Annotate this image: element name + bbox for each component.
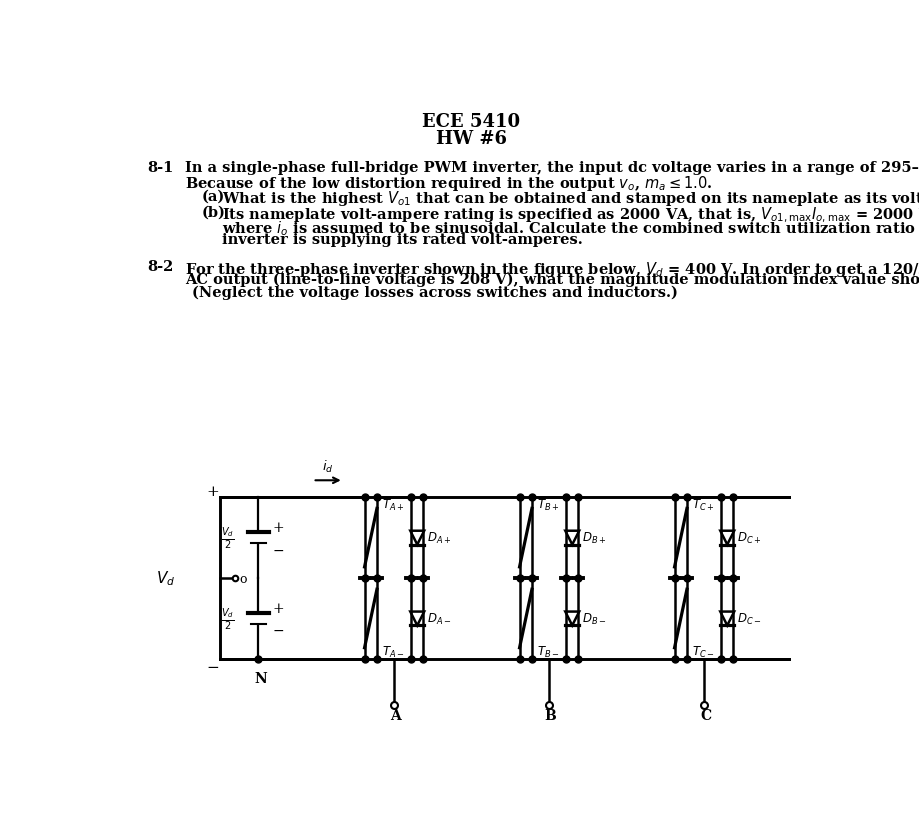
Text: 8-2: 8-2 bbox=[147, 259, 174, 273]
Text: (Neglect the voltage losses across switches and inductors.): (Neglect the voltage losses across switc… bbox=[192, 285, 677, 299]
Text: Its nameplate volt-ampere rating is specified as 2000 VA, that is, $V_{o1,\mathr: Its nameplate volt-ampere rating is spec… bbox=[221, 205, 919, 225]
Text: In a single-phase full-bridge PWM inverter, the input dc voltage varies in a ran: In a single-phase full-bridge PWM invert… bbox=[185, 160, 919, 174]
Text: Because of the low distortion required in the output $v_o$, $m_a \leq 1.0$.: Because of the low distortion required i… bbox=[185, 174, 711, 193]
Text: o: o bbox=[239, 572, 246, 585]
Text: $T_{C+}$: $T_{C+}$ bbox=[691, 498, 713, 513]
Text: where $i_o$ is assumed to be sinusoidal. Calculate the combined switch utilizati: where $i_o$ is assumed to be sinusoidal.… bbox=[221, 219, 919, 238]
Text: (b): (b) bbox=[201, 205, 225, 219]
Text: +: + bbox=[206, 485, 219, 499]
Text: A: A bbox=[390, 709, 401, 722]
Text: (a): (a) bbox=[201, 189, 225, 203]
Text: inverter is supplying its rated volt-amperes.: inverter is supplying its rated volt-amp… bbox=[221, 233, 582, 247]
Text: +: + bbox=[272, 520, 284, 534]
Text: ECE 5410: ECE 5410 bbox=[422, 113, 520, 131]
Text: $T_{B-}$: $T_{B-}$ bbox=[536, 644, 559, 659]
Text: $T_{A+}$: $T_{A+}$ bbox=[381, 498, 403, 513]
Text: $D_{C-}$: $D_{C-}$ bbox=[736, 611, 760, 626]
Text: $D_{A+}$: $D_{A+}$ bbox=[426, 530, 450, 546]
Text: +: + bbox=[272, 601, 284, 615]
Text: $-$: $-$ bbox=[272, 542, 284, 556]
Text: $D_{B+}$: $D_{B+}$ bbox=[581, 530, 606, 546]
Text: $T_{B+}$: $T_{B+}$ bbox=[536, 498, 559, 513]
Text: $T_{A-}$: $T_{A-}$ bbox=[381, 644, 403, 659]
Text: $D_{C+}$: $D_{C+}$ bbox=[736, 530, 760, 546]
Text: $T_{C-}$: $T_{C-}$ bbox=[691, 644, 713, 659]
Text: B: B bbox=[544, 709, 556, 722]
Text: HW #6: HW #6 bbox=[436, 130, 506, 148]
Text: 8-1: 8-1 bbox=[147, 160, 174, 174]
Text: $D_{A-}$: $D_{A-}$ bbox=[426, 611, 450, 626]
Text: N: N bbox=[255, 672, 267, 686]
Text: For the three-phase inverter shown in the figure below, $V_d$ = 400 V. In order : For the three-phase inverter shown in th… bbox=[185, 259, 919, 278]
Text: $-$: $-$ bbox=[272, 623, 284, 637]
Text: AC output (line-to-line voltage is 208 V), what the magnitude modulation index v: AC output (line-to-line voltage is 208 V… bbox=[185, 272, 919, 287]
Text: $V_d$: $V_d$ bbox=[155, 569, 175, 588]
Text: C: C bbox=[699, 709, 710, 722]
Text: $i_d$: $i_d$ bbox=[322, 458, 334, 475]
Text: $D_{B-}$: $D_{B-}$ bbox=[581, 611, 606, 626]
Text: $\frac{V_d}{2}$: $\frac{V_d}{2}$ bbox=[221, 605, 233, 632]
Text: What is the highest $V_{o1}$ that can be obtained and stamped on its nameplate a: What is the highest $V_{o1}$ that can be… bbox=[221, 189, 919, 208]
Text: $-$: $-$ bbox=[206, 658, 220, 672]
Text: $\frac{V_d}{2}$: $\frac{V_d}{2}$ bbox=[221, 525, 233, 551]
